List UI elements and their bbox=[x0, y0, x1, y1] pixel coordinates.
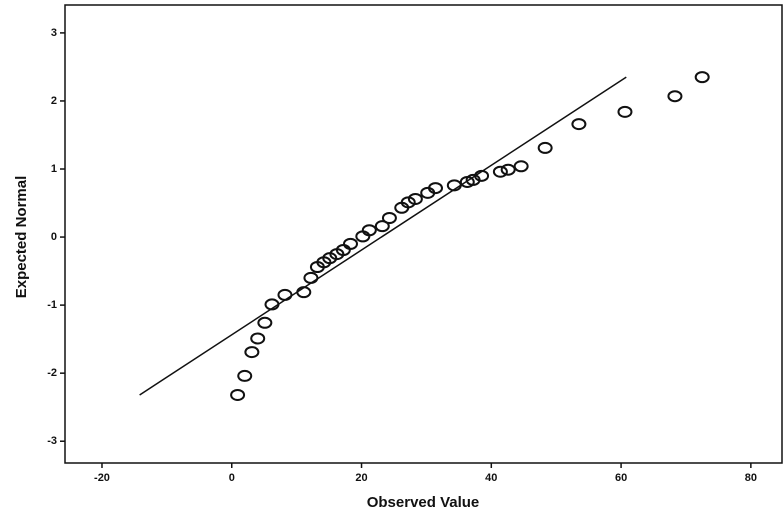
data-point bbox=[361, 224, 377, 237]
reference-line bbox=[139, 76, 627, 396]
data-point bbox=[571, 118, 587, 131]
data-point bbox=[250, 332, 266, 345]
x-tick-label: 80 bbox=[745, 472, 757, 484]
y-axis-label: Expected Normal bbox=[13, 176, 30, 299]
y-tick-label: 3 bbox=[51, 27, 57, 39]
x-tick-label: -20 bbox=[94, 472, 110, 484]
data-point bbox=[667, 90, 683, 103]
data-point bbox=[381, 212, 397, 225]
data-point bbox=[428, 182, 444, 195]
data-point bbox=[474, 169, 490, 182]
data-point bbox=[407, 192, 423, 205]
data-point bbox=[244, 346, 260, 359]
data-point bbox=[374, 220, 390, 233]
data-point bbox=[500, 163, 516, 176]
data-point bbox=[343, 237, 359, 250]
data-point bbox=[694, 71, 710, 84]
x-tick-label: 40 bbox=[485, 472, 497, 484]
x-axis-label: Observed Value bbox=[367, 494, 480, 511]
data-point bbox=[617, 105, 633, 118]
data-point bbox=[264, 298, 280, 311]
y-tick-label: 2 bbox=[51, 95, 57, 107]
data-point bbox=[513, 160, 529, 173]
plot-frame bbox=[64, 4, 783, 464]
data-point bbox=[537, 141, 553, 154]
y-tick-label: 0 bbox=[51, 231, 57, 243]
data-point bbox=[277, 288, 293, 301]
data-point bbox=[446, 179, 462, 192]
data-point bbox=[237, 369, 253, 382]
y-tick-label: -1 bbox=[47, 299, 57, 311]
data-point bbox=[492, 165, 508, 178]
y-tick-label: -3 bbox=[47, 435, 57, 447]
y-tick-label: 1 bbox=[51, 163, 57, 175]
data-point bbox=[230, 388, 246, 401]
data-point bbox=[296, 286, 312, 299]
data-point bbox=[257, 316, 273, 329]
x-tick-label: 60 bbox=[615, 472, 627, 484]
x-tick-label: 20 bbox=[355, 472, 367, 484]
y-tick-label: -2 bbox=[47, 367, 57, 379]
x-tick-label: 0 bbox=[229, 472, 235, 484]
data-point bbox=[303, 271, 319, 284]
